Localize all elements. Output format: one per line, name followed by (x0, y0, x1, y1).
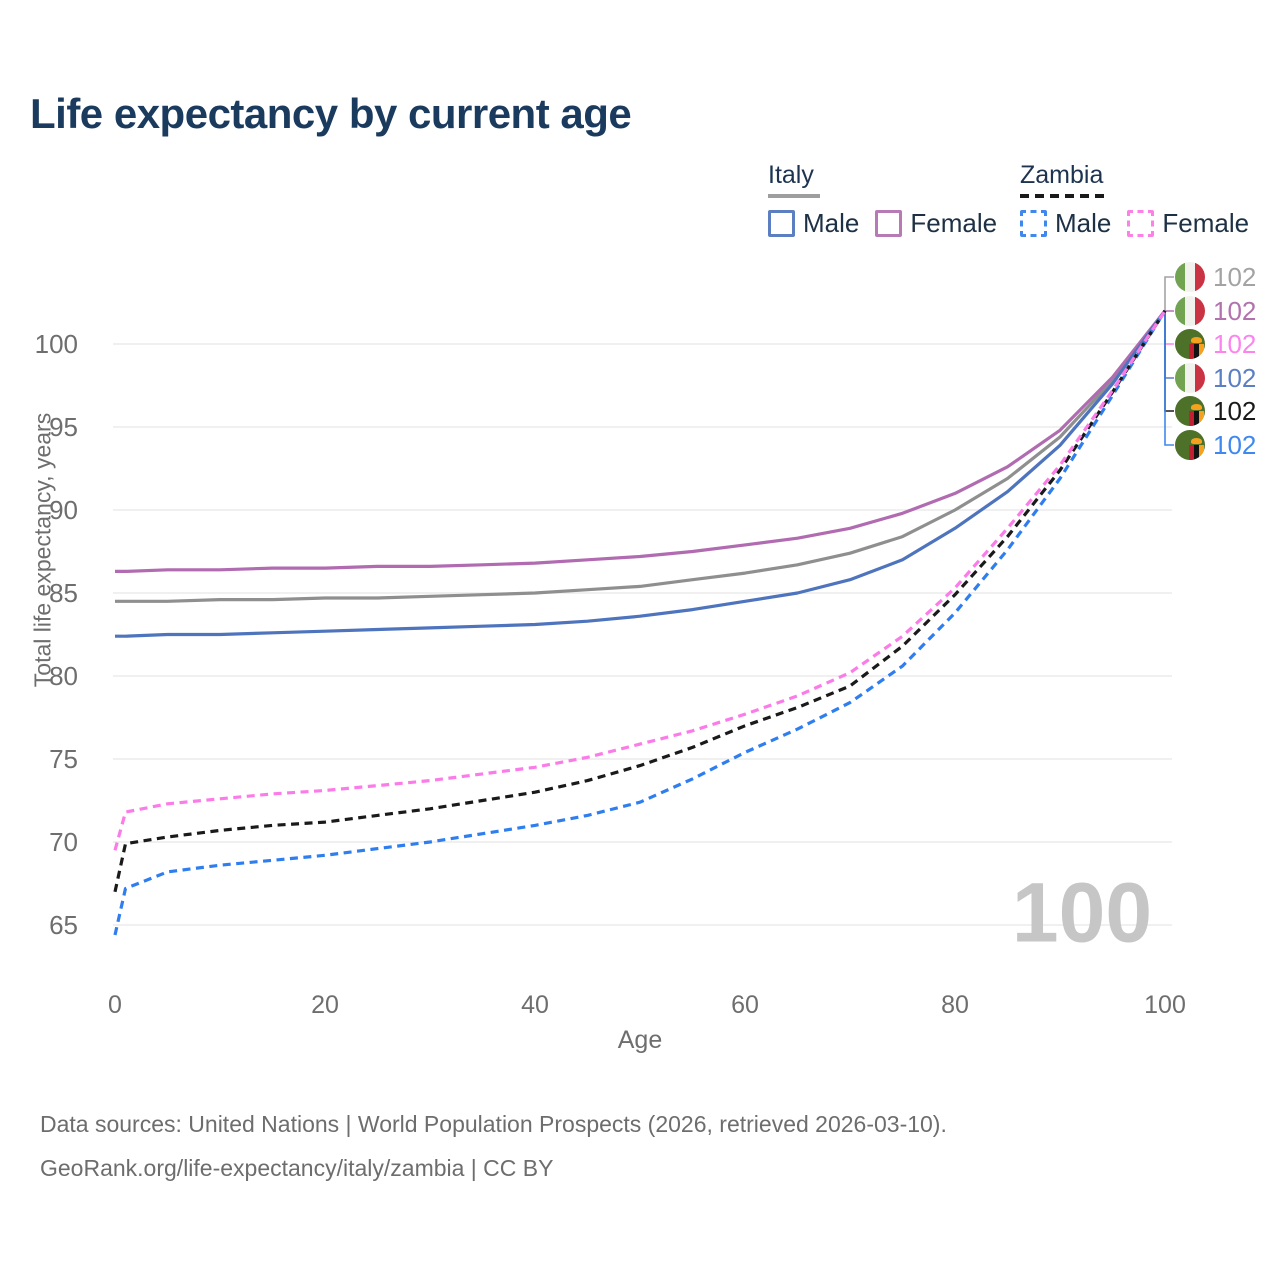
legend-item-italy-female[interactable]: Female (875, 208, 997, 239)
italy-male-swatch-icon (768, 210, 795, 237)
legend-item-italy-male[interactable]: Male (768, 208, 859, 239)
zambia-male-swatch-icon (1020, 210, 1047, 237)
italy-female-swatch-icon (875, 210, 903, 237)
zambia-flag-icon (1175, 396, 1205, 426)
age-watermark: 100 (1011, 865, 1153, 960)
zambia-female-swatch-icon (1127, 210, 1155, 237)
legend-item-zambia-female[interactable]: Female (1127, 208, 1249, 239)
end-value-italy-total: 102 (1213, 262, 1257, 292)
y-tick-75: 75 (49, 744, 78, 774)
x-tick-60: 60 (731, 991, 759, 1019)
attribution-line: GeoRank.org/life-expectancy/italy/zambia… (40, 1155, 554, 1181)
series-line-zambia-total (113, 309, 1167, 893)
legend-italy-solid-line-sample (768, 194, 820, 198)
end-value-italy-female: 102 (1213, 296, 1257, 326)
end-value-italy-male: 102 (1213, 363, 1257, 393)
x-tick-20: 20 (311, 991, 339, 1019)
end-value-row-zambia-female: 102 (1175, 329, 1256, 359)
leader-line-zambia-female (1164, 312, 1174, 345)
italy-flag-icon (1175, 296, 1205, 326)
end-value-row-zambia-total: 102 (1175, 396, 1256, 426)
legend-group-zambia-label: Zambia (1020, 161, 1104, 189)
end-value-zambia-male: 102 (1213, 430, 1257, 460)
x-tick-100: 100 (1144, 991, 1186, 1019)
leader-line-italy-female (1164, 310, 1174, 312)
leader-line-italy-male (1164, 312, 1174, 379)
series-line-italy-female (115, 309, 1167, 574)
y-axis-title: Total life expectancy, years (29, 412, 56, 688)
end-value-zambia-female: 102 (1213, 329, 1257, 359)
leader-line-italy-total (1164, 276, 1174, 312)
x-axis-title: Age (617, 1026, 663, 1054)
y-tick-85: 85 (49, 578, 78, 608)
italy-flag-icon (1175, 262, 1205, 292)
end-value-zambia-total: 102 (1213, 396, 1257, 426)
series-line-zambia-female (113, 309, 1167, 851)
legend-item-zambia-female-label: Female (1162, 208, 1250, 238)
zambia-flag-icon (1175, 329, 1205, 359)
end-value-row-italy-male: 102 (1175, 363, 1256, 393)
legend-item-italy-female-label: Female (910, 208, 998, 238)
y-tick-80: 80 (49, 661, 78, 691)
italy-flag-icon (1175, 363, 1205, 393)
leader-line-zambia-male (1164, 312, 1174, 446)
legend-group-zambia: Zambia Male Female (1020, 161, 1249, 239)
page-title: Life expectancy by current age (30, 90, 632, 137)
y-tick-70: 70 (49, 827, 78, 857)
y-tick-65: 65 (49, 910, 78, 940)
data-sources-line: Data sources: United Nations | World Pop… (40, 1111, 947, 1137)
x-tick-80: 80 (941, 991, 969, 1019)
series-line-zambia-male (113, 309, 1167, 936)
legend-group-italy: Italy Male Female (768, 161, 997, 239)
x-tick-0: 0 (108, 991, 122, 1019)
legend-group-italy-label: Italy (768, 161, 814, 189)
y-tick-100: 100 (34, 329, 78, 359)
legend-item-zambia-male-label: Male (1055, 208, 1112, 238)
end-value-row-italy-female: 102 (1175, 296, 1256, 326)
series-line-italy-total (115, 309, 1167, 603)
zambia-flag-icon (1175, 430, 1205, 460)
y-tick-90: 90 (49, 495, 78, 525)
series-line-italy-male (115, 309, 1167, 638)
y-tick-95: 95 (49, 412, 78, 442)
legend-zambia-dashed-line-sample (1020, 194, 1108, 198)
end-value-row-italy-total: 102 (1175, 262, 1256, 292)
legend-item-zambia-male[interactable]: Male (1020, 208, 1111, 239)
legend-item-italy-male-label: Male (803, 208, 860, 238)
leader-line-zambia-total (1164, 312, 1174, 412)
footer: Data sources: United Nations | World Pop… (40, 1102, 947, 1190)
x-tick-40: 40 (521, 991, 549, 1019)
end-value-row-zambia-male: 102 (1175, 430, 1256, 460)
